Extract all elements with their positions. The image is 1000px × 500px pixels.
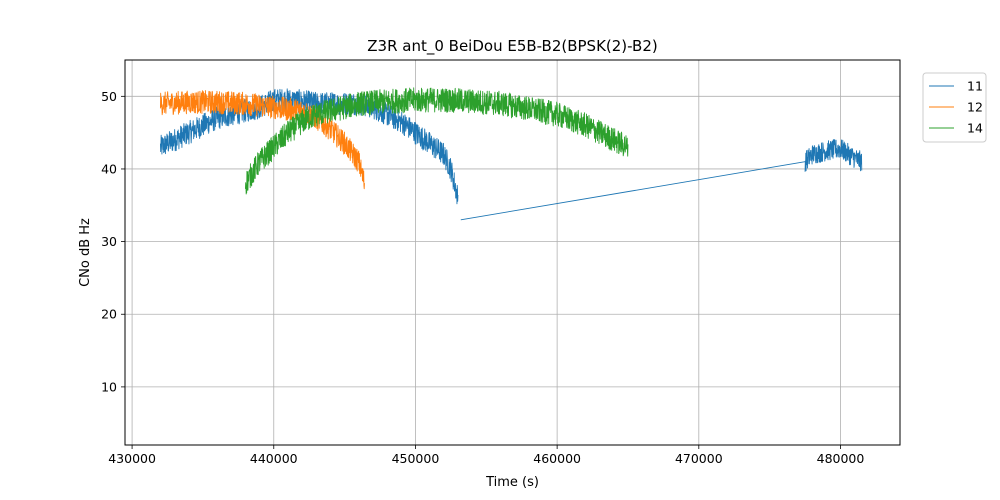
y-tick-label: 40 <box>101 161 117 176</box>
y-tick-label: 20 <box>101 307 117 322</box>
legend-label-12: 12 <box>967 100 983 115</box>
series-line-11 <box>460 161 806 221</box>
legend-box <box>922 72 987 143</box>
y-axis-title: CNo dB Hz <box>78 218 93 287</box>
y-tick-label: 10 <box>101 379 117 394</box>
axis-ticks: 430000 440000 450000 460000 470000 480000 10 20… <box>101 89 864 466</box>
x-tick-label: 450000 <box>392 451 440 466</box>
x-tick-label: 480000 <box>817 451 865 466</box>
y-tick-label: 50 <box>101 89 117 104</box>
x-tick-label: 470000 <box>675 451 723 466</box>
x-tick-label: 430000 <box>108 451 156 466</box>
legend-label-11: 11 <box>967 79 983 94</box>
legend: 11 12 14 <box>922 72 987 143</box>
series-lines <box>159 87 863 221</box>
x-tick-label: 460000 <box>533 451 581 466</box>
grid <box>125 60 900 445</box>
series-line-11 <box>804 139 863 172</box>
plot-frame <box>124 59 901 446</box>
legend-label-14: 14 <box>967 121 983 136</box>
series-line-12 <box>159 90 365 190</box>
series-line-14 <box>244 87 629 195</box>
y-tick-label: 30 <box>101 234 117 249</box>
x-axis-title: Time (s) <box>485 475 539 490</box>
x-tick-label: 440000 <box>250 451 298 466</box>
chart-title: Z3R ant_0 BeiDou E5B-B2(BPSK(2)-B2) <box>367 37 657 56</box>
